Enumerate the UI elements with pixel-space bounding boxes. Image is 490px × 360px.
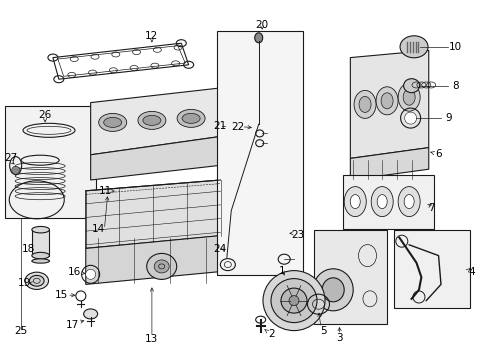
Bar bbox=[32, 230, 49, 256]
Ellipse shape bbox=[354, 90, 376, 118]
Text: 5: 5 bbox=[320, 326, 327, 336]
Text: 12: 12 bbox=[145, 31, 159, 41]
Ellipse shape bbox=[177, 109, 205, 127]
Text: 26: 26 bbox=[38, 110, 52, 120]
Text: 24: 24 bbox=[213, 244, 226, 254]
Polygon shape bbox=[86, 180, 220, 248]
Bar bbox=[343, 175, 434, 229]
Ellipse shape bbox=[376, 87, 398, 115]
Text: 19: 19 bbox=[18, 278, 31, 288]
Text: 13: 13 bbox=[145, 334, 159, 344]
Text: 16: 16 bbox=[68, 267, 81, 277]
Text: 7: 7 bbox=[428, 203, 435, 213]
Ellipse shape bbox=[271, 279, 317, 323]
Text: 11: 11 bbox=[98, 186, 112, 196]
Polygon shape bbox=[350, 148, 429, 180]
Ellipse shape bbox=[350, 195, 360, 208]
Ellipse shape bbox=[405, 112, 416, 124]
Ellipse shape bbox=[404, 79, 419, 93]
Ellipse shape bbox=[359, 96, 371, 112]
Text: 2: 2 bbox=[269, 329, 275, 339]
Ellipse shape bbox=[25, 272, 49, 289]
Ellipse shape bbox=[281, 288, 307, 313]
Ellipse shape bbox=[377, 195, 387, 208]
Text: 15: 15 bbox=[54, 290, 68, 300]
Text: 10: 10 bbox=[449, 42, 462, 52]
Ellipse shape bbox=[86, 269, 96, 279]
Ellipse shape bbox=[32, 259, 49, 263]
Text: 14: 14 bbox=[91, 224, 105, 234]
Text: 1: 1 bbox=[278, 266, 285, 276]
Ellipse shape bbox=[398, 83, 420, 111]
Ellipse shape bbox=[147, 253, 177, 279]
Ellipse shape bbox=[344, 186, 366, 217]
Ellipse shape bbox=[403, 89, 415, 105]
Text: 4: 4 bbox=[468, 267, 475, 277]
Ellipse shape bbox=[322, 278, 344, 302]
Ellipse shape bbox=[313, 269, 353, 311]
Polygon shape bbox=[350, 50, 429, 158]
Text: 20: 20 bbox=[256, 20, 269, 30]
Ellipse shape bbox=[84, 309, 98, 319]
Ellipse shape bbox=[32, 252, 49, 259]
Ellipse shape bbox=[98, 113, 127, 131]
Ellipse shape bbox=[29, 275, 44, 286]
Ellipse shape bbox=[32, 226, 49, 233]
Polygon shape bbox=[91, 88, 218, 155]
Ellipse shape bbox=[154, 260, 169, 273]
Polygon shape bbox=[91, 137, 218, 180]
Text: 18: 18 bbox=[22, 244, 35, 255]
Ellipse shape bbox=[289, 296, 299, 306]
Ellipse shape bbox=[182, 113, 200, 123]
Text: 25: 25 bbox=[14, 326, 27, 336]
Ellipse shape bbox=[398, 186, 420, 217]
Ellipse shape bbox=[381, 93, 393, 109]
Ellipse shape bbox=[104, 117, 122, 127]
Text: 17: 17 bbox=[66, 320, 79, 330]
Text: 9: 9 bbox=[445, 113, 452, 123]
Bar bbox=[394, 230, 470, 308]
Polygon shape bbox=[314, 230, 387, 324]
Ellipse shape bbox=[255, 33, 263, 43]
Ellipse shape bbox=[143, 116, 161, 125]
Text: 3: 3 bbox=[336, 333, 343, 343]
Text: 6: 6 bbox=[435, 149, 442, 159]
Bar bbox=[217, 31, 303, 275]
Text: 21: 21 bbox=[213, 121, 226, 131]
Text: 27: 27 bbox=[4, 153, 18, 163]
Text: 8: 8 bbox=[452, 81, 459, 91]
Polygon shape bbox=[86, 236, 218, 284]
Text: 22: 22 bbox=[231, 122, 245, 132]
Ellipse shape bbox=[12, 166, 20, 174]
Ellipse shape bbox=[404, 195, 414, 208]
Ellipse shape bbox=[371, 186, 393, 217]
Ellipse shape bbox=[138, 111, 166, 129]
Text: 23: 23 bbox=[291, 230, 305, 240]
Ellipse shape bbox=[400, 36, 428, 58]
Bar bbox=[5, 106, 96, 218]
Ellipse shape bbox=[263, 271, 325, 330]
